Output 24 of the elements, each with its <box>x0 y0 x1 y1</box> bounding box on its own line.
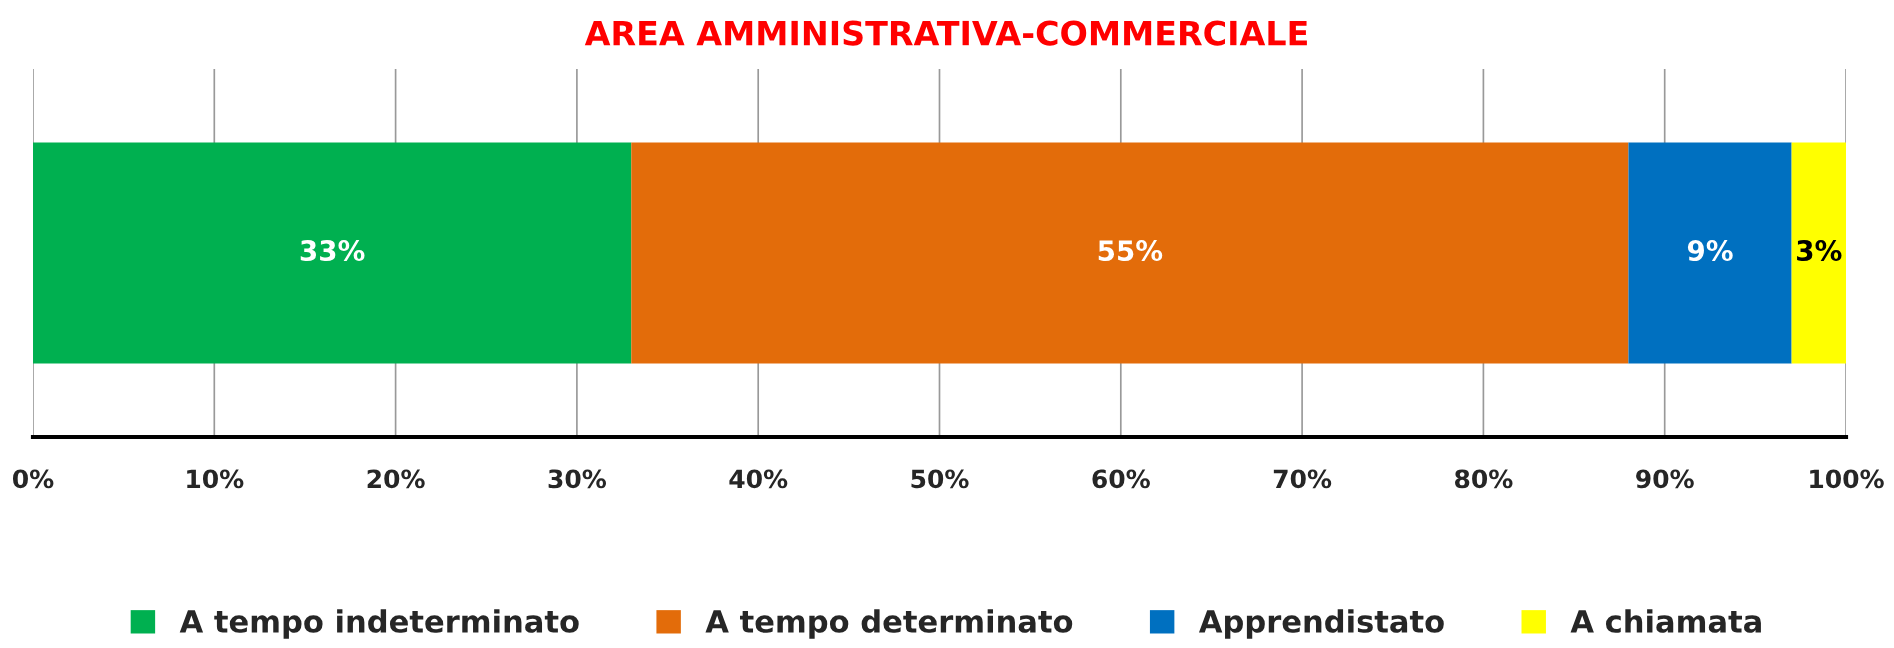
legend-label: A chiamata <box>1570 609 1761 633</box>
bar <box>1791 142 1846 364</box>
data-label: 33% <box>300 240 365 262</box>
x-tick-label: 20% <box>367 469 425 489</box>
data-label: 3% <box>1797 240 1842 262</box>
legend-label: A tempo indeterminato <box>179 609 579 639</box>
bar <box>1628 142 1792 364</box>
x-tick-label: 40% <box>729 469 788 489</box>
x-tick-label: 100% <box>1810 469 1884 489</box>
x-tick-label: 90% <box>1636 469 1694 489</box>
x-tick-label: 80% <box>1455 469 1513 489</box>
chart-title: AREA AMMINISTRATIVA-COMMERCIALE <box>584 20 1307 46</box>
x-tick-label: 70% <box>1273 469 1332 489</box>
legend-label: A tempo determinato <box>705 609 1073 639</box>
legend-label: Apprendistato <box>1198 609 1444 639</box>
bar <box>631 142 1629 364</box>
x-tick-label: 30% <box>548 469 607 489</box>
x-tick-label: 0% <box>12 469 54 489</box>
data-label: 9% <box>1687 240 1733 262</box>
bar <box>33 142 632 364</box>
x-tick-label: 50% <box>911 469 969 489</box>
x-tick-label: 10% <box>187 469 244 489</box>
x-tick-label: 60% <box>1092 469 1150 489</box>
data-label: 55% <box>1098 240 1163 262</box>
